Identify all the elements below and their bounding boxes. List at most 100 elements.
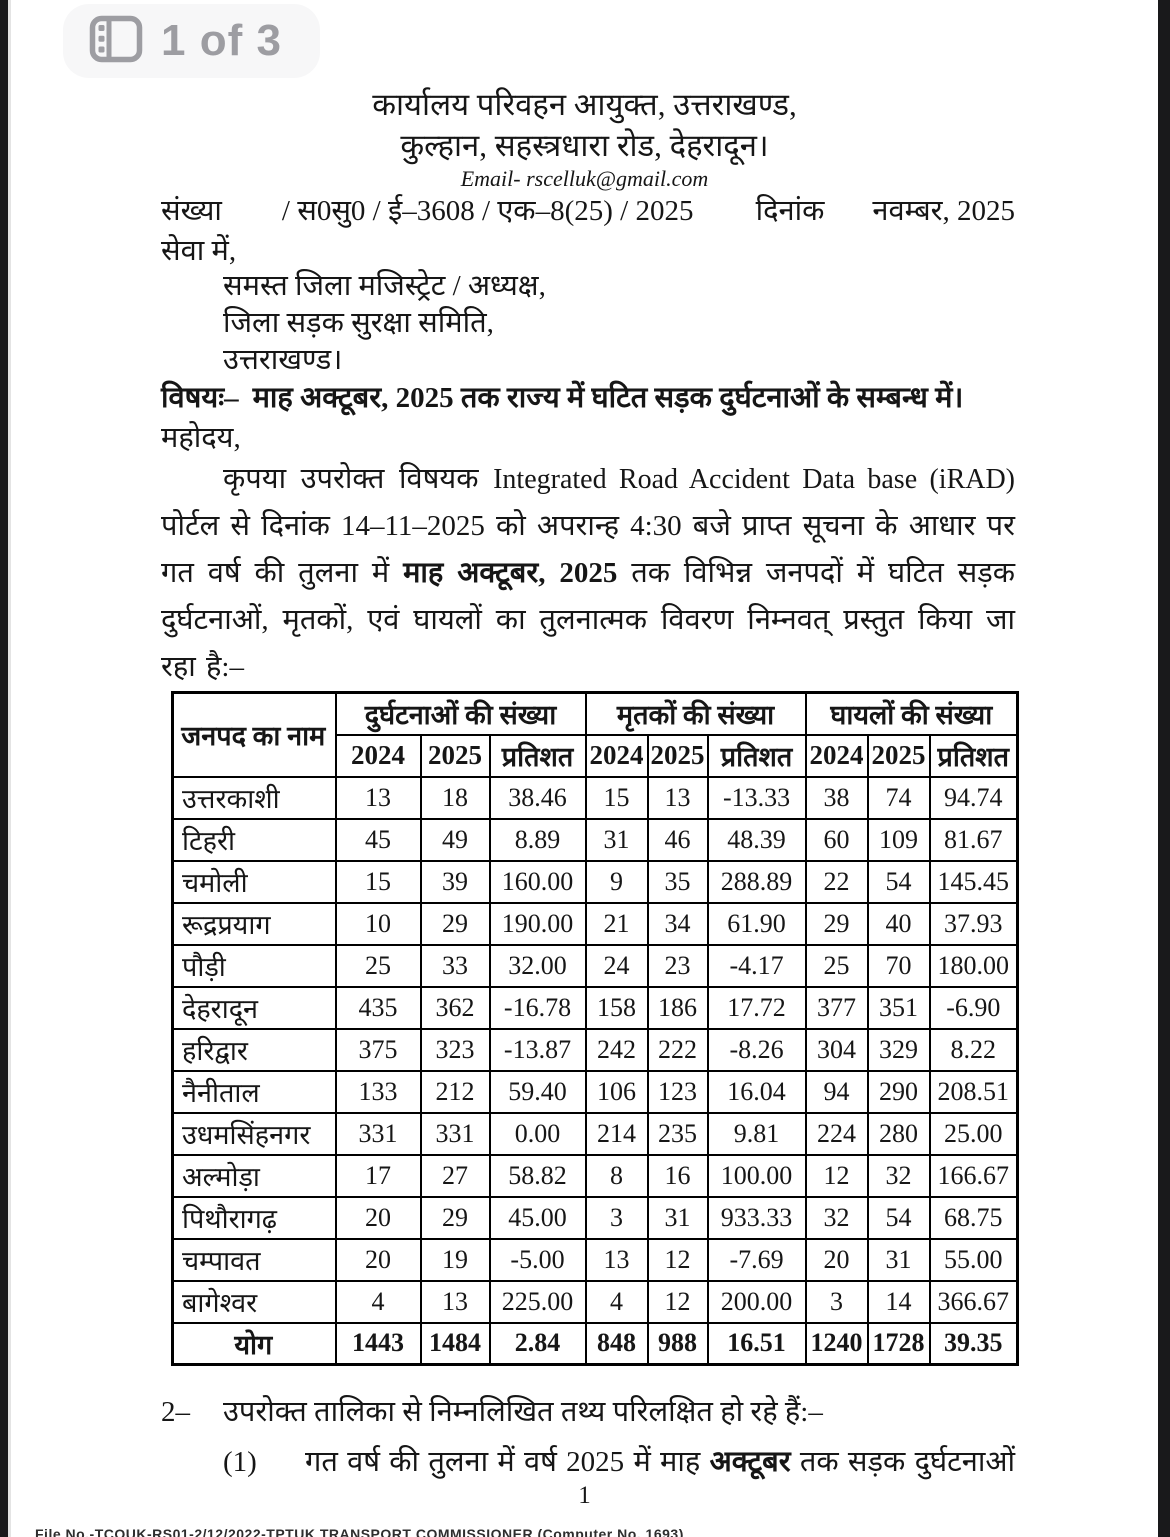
table-cell: 29 <box>419 901 491 946</box>
table-cell: 17.72 <box>706 985 807 1030</box>
table-cell: 133 <box>334 1069 422 1114</box>
table-cell: 12 <box>804 1153 869 1198</box>
page-indicator-label: 1 of 3 <box>161 16 282 65</box>
sub-header-percent: प्रतिशत <box>928 733 1019 778</box>
table-cell: 933.33 <box>706 1195 807 1240</box>
table-cell: 304 <box>804 1027 869 1072</box>
table-cell: 222 <box>646 1027 709 1072</box>
table-cell: 35 <box>646 859 709 904</box>
accident-statistics-table: जनपद का नाम दुर्घटनाओं की संख्या मृतकों … <box>171 691 1020 1366</box>
table-cell: 24 <box>584 943 649 988</box>
table-cell: 12 <box>646 1279 709 1324</box>
table-cell: 46 <box>646 817 709 862</box>
intro-text-segment: तक विभिन्न जनपदों में घटित सड़क दुर्घटना… <box>161 557 1016 683</box>
table-cell: 19 <box>419 1237 491 1282</box>
table-cell: 32.00 <box>488 943 587 988</box>
table-cell: 70 <box>866 943 931 988</box>
table-cell: 323 <box>419 1027 491 1072</box>
table-cell: 22 <box>804 859 869 904</box>
table-row: टिहरी 45 49 8.89 31 46 48.39 60 109 81.6… <box>171 817 1019 862</box>
table-cell: 235 <box>646 1111 709 1156</box>
table-cell: -4.17 <box>706 943 807 988</box>
table-cell: 10 <box>334 901 422 946</box>
recipient-line: जिला सड़क सुरक्षा समिति, <box>223 307 494 339</box>
table-cell: 39.35 <box>928 1321 1019 1366</box>
table-cell: 15 <box>584 775 649 820</box>
district-name: रूद्रप्रयाग <box>171 901 337 946</box>
salutation: महोदय, <box>161 422 241 454</box>
table-row: चमोली 15 39 160.00 9 35 288.89 22 54 145… <box>171 859 1019 904</box>
table-cell: 8 <box>584 1153 649 1198</box>
district-name: पौड़ी <box>171 943 337 988</box>
table-cell: 1728 <box>866 1321 931 1366</box>
table-cell: 0.00 <box>488 1111 587 1156</box>
page-indicator[interactable]: 1 of 3 <box>63 4 320 78</box>
table-cell: 45.00 <box>488 1195 587 1240</box>
letterhead: कार्यालय परिवहन आयुक्त, उत्तराखण्ड, कुल्… <box>11 0 1158 192</box>
table-cell: 224 <box>804 1111 869 1156</box>
table-cell: 9 <box>584 859 649 904</box>
recipient-line: समस्त जिला मजिस्ट्रेट / अध्यक्ष, <box>223 270 546 302</box>
table-cell: 351 <box>866 985 931 1030</box>
observation-point-1: (1) गत वर्ष की तुलना में वर्ष 2025 में म… <box>161 1444 1015 1480</box>
table-cell: 331 <box>334 1111 422 1156</box>
sub-header-2025: 2025 <box>646 733 709 778</box>
table-cell: 16 <box>646 1153 709 1198</box>
district-name: नैनीताल <box>171 1069 337 1114</box>
sub-header-2024: 2024 <box>804 733 869 778</box>
intro-text-segment: पोर्टल से दिनांक 14–11–2025 को अपरान्ह 4… <box>161 510 1015 589</box>
table-cell: 13 <box>646 775 709 820</box>
table-cell: 40 <box>866 901 931 946</box>
table-cell: 25.00 <box>928 1111 1019 1156</box>
table-cell: 208.51 <box>928 1069 1019 1114</box>
table-cell: 18 <box>419 775 491 820</box>
district-name: हरिद्वार <box>171 1027 337 1072</box>
subject-text: माह अक्टूबर, 2025 तक राज्य में घटित सड़क… <box>252 382 964 414</box>
district-name: अल्मोड़ा <box>171 1153 337 1198</box>
table-cell: 12 <box>646 1237 709 1282</box>
district-column-header: जनपद का नाम <box>171 691 337 778</box>
table-cell: 13 <box>584 1237 649 1282</box>
table-cell: 366.67 <box>928 1279 1019 1324</box>
table-cell: 20 <box>334 1195 422 1240</box>
table-cell: 54 <box>866 859 931 904</box>
subject-line: विषयः– माह अक्टूबर, 2025 तक राज्य में घट… <box>161 379 1015 418</box>
district-name: पिथौरागढ़ <box>171 1195 337 1240</box>
table-cell: 225.00 <box>488 1279 587 1324</box>
table-cell: 1443 <box>334 1321 422 1366</box>
table-cell: 17 <box>334 1153 422 1198</box>
table-cell: 74 <box>866 775 931 820</box>
table-cell: 21 <box>584 901 649 946</box>
table-cell: 34 <box>646 901 709 946</box>
table-row: रूद्रप्रयाग 10 29 190.00 21 34 61.90 29 … <box>171 901 1019 946</box>
table-cell: 3 <box>804 1279 869 1324</box>
table-cell: 123 <box>646 1069 709 1114</box>
table-cell: 25 <box>804 943 869 988</box>
table-cell: 55.00 <box>928 1237 1019 1282</box>
table-cell: 45 <box>334 817 422 862</box>
table-row: हरिद्वार 375 323 -13.87 242 222 -8.26 30… <box>171 1027 1019 1072</box>
point-number: (1) <box>223 1446 257 1478</box>
ref-date-label: दिनांक <box>755 195 825 227</box>
group-header-injured: घायलों की संख्या <box>804 691 1019 736</box>
table-cell: 190.00 <box>488 901 587 946</box>
table-cell: 988 <box>646 1321 709 1366</box>
table-cell: 39 <box>419 859 491 904</box>
table-cell: 9.81 <box>706 1111 807 1156</box>
table-cell: 27 <box>419 1153 491 1198</box>
point-text: गत वर्ष की तुलना में वर्ष 2025 में माह अ… <box>305 1444 1015 1480</box>
table-sub-header-row: 2024 2025 प्रतिशत 2024 2025 प्रतिशत 2024… <box>173 733 1019 778</box>
table-cell: 16.51 <box>706 1321 807 1366</box>
table-cell: 68.75 <box>928 1195 1019 1240</box>
table-cell: 435 <box>334 985 422 1030</box>
intro-text-segment: कृपया उपरोक्त विषयक <box>223 463 494 495</box>
table-cell: -13.33 <box>706 775 807 820</box>
recipient-salutation: सेवा में, <box>161 235 237 267</box>
table-cell: 32 <box>866 1153 931 1198</box>
table-cell: 200.00 <box>706 1279 807 1324</box>
table-group-header-row: जनपद का नाम दुर्घटनाओं की संख्या मृतकों … <box>171 691 1019 778</box>
total-label: योग <box>171 1321 337 1366</box>
table-cell: 848 <box>584 1321 649 1366</box>
table-total-row: योग 1443 1484 2.84 848 988 16.51 1240 17… <box>171 1321 1019 1366</box>
table-cell: 1240 <box>804 1321 869 1366</box>
